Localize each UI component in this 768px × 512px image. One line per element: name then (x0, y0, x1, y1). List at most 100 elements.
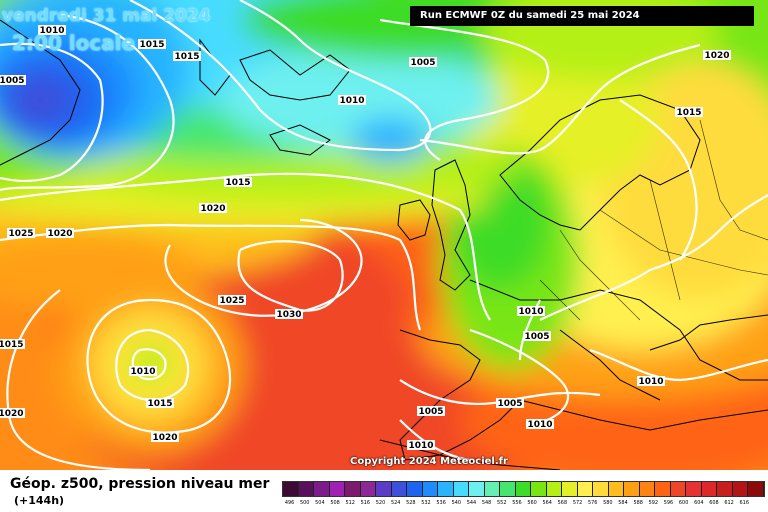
legend-value: 576 (587, 500, 598, 506)
isobar-label: 1010 (339, 96, 364, 106)
legend-value: 540 (451, 500, 462, 506)
map-title: Géop. z500, pression niveau mer (10, 476, 270, 492)
isobar-label: 1020 (47, 229, 72, 239)
legend-swatch (701, 482, 717, 496)
geopotential-field (0, 0, 768, 470)
model-run-label: Run ECMWF 0Z du samedi 25 mai 2024 (410, 6, 754, 26)
legend-swatch (717, 482, 733, 496)
legend-value: 496 (284, 500, 295, 506)
isobar-label: 1020 (152, 433, 177, 443)
legend-swatch (298, 482, 314, 496)
legend-value: 612 (724, 500, 734, 506)
legend-swatch (453, 482, 469, 496)
legend-value: 616 (739, 500, 749, 506)
legend-swatch (283, 482, 299, 496)
isobar-labels: 1005 1010 1015 1015 1005 1010 1020 1015 … (0, 25, 731, 451)
isobar-label: 1005 (410, 58, 435, 68)
legend-swatch (639, 482, 655, 496)
coastlines (0, 19, 768, 470)
legend-swatch (531, 482, 547, 496)
legend-swatch (748, 482, 764, 496)
legend-swatch (562, 482, 578, 496)
isobar-label: 1020 (0, 409, 24, 419)
legend-value: 592 (648, 500, 659, 506)
forecast-time: 2:00 locale (12, 31, 136, 55)
legend-value: 536 (436, 500, 446, 506)
legend-value: 568 (557, 500, 568, 506)
legend-value: 548 (481, 500, 492, 506)
legend-value: 596 (663, 500, 674, 506)
legend-swatch (546, 482, 562, 496)
legend-value: 532 (421, 500, 431, 506)
isobar-label: 1015 (174, 52, 199, 62)
legend-swatch (500, 482, 516, 496)
legend-value: 504 (315, 500, 325, 506)
legend-value: 544 (466, 500, 477, 506)
isobar-label: 1025 (219, 296, 244, 306)
isobar-label: 1025 (8, 229, 33, 239)
isobar-label: 1020 (200, 204, 225, 214)
legend-value: 556 (512, 500, 522, 506)
legend-value: 604 (694, 500, 704, 506)
isobar-label: 1010 (130, 367, 155, 377)
legend-value: 520 (375, 500, 386, 506)
legend-value: 516 (360, 500, 371, 506)
isobar-label: 1010 (518, 307, 543, 317)
legend-value: 600 (678, 500, 689, 506)
legend-swatch (438, 482, 454, 496)
legend-swatch (624, 482, 640, 496)
isobar-label: 1015 (147, 399, 172, 409)
legend-swatch (422, 482, 438, 496)
isobar-label: 1005 (497, 399, 522, 409)
legend-value: 584 (618, 500, 628, 506)
legend-value: 580 (603, 500, 613, 506)
legend-swatch (314, 482, 330, 496)
isobar-label: 1030 (276, 310, 301, 320)
legend-value: 500 (300, 500, 310, 506)
isobar-label: 1010 (638, 377, 663, 387)
legend-swatch (593, 482, 609, 496)
legend-swatch (670, 482, 686, 496)
legend-value: 560 (527, 500, 537, 506)
forecast-lead: (+144h) (14, 494, 65, 507)
legend-swatch (577, 482, 593, 496)
isobar-label: 1010 (408, 441, 433, 451)
legend-swatch (515, 482, 531, 496)
isobar-label: 1005 (524, 332, 549, 342)
legend-swatch (345, 482, 361, 496)
isobar-label: 1005 (418, 407, 443, 417)
isobar-label: 1015 (225, 178, 250, 188)
legend-value: 588 (633, 500, 643, 506)
legend-value: 564 (542, 500, 552, 506)
legend-swatch (469, 482, 485, 496)
legend-value: 508 (330, 500, 340, 506)
forecast-date: vendredi 31 mai 2024 (2, 6, 211, 26)
isobar-label: 1015 (676, 108, 701, 118)
legend-value: 512 (345, 500, 355, 506)
color-legend (282, 481, 765, 497)
isobar-label: 1020 (704, 51, 729, 61)
legend-value: 552 (497, 500, 507, 506)
legend-swatch (608, 482, 624, 496)
legend-swatch (484, 482, 500, 496)
legend-value: 608 (709, 500, 719, 506)
legend-swatch (391, 482, 407, 496)
color-legend-labels: 496 500 504 508 512 516 520 524 528 532 536 540 544 5… (282, 500, 752, 506)
legend-swatch (360, 482, 376, 496)
isobar-lines (0, 0, 768, 470)
isobar-label: 1015 (0, 340, 24, 350)
copyright: Copyright 2024 Meteociel.fr (350, 456, 508, 467)
legend-swatch (329, 482, 345, 496)
isobar-label: 1005 (0, 76, 25, 86)
map-canvas: 1005 1010 1015 1015 1005 1010 1020 1015 … (0, 0, 768, 470)
legend-swatch (732, 482, 748, 496)
isobar-label: 1010 (39, 26, 64, 36)
legend-value: 524 (390, 500, 401, 506)
legend-swatch (376, 482, 392, 496)
footer: Géop. z500, pression niveau mer (+144h) … (0, 470, 768, 512)
borders (539, 119, 768, 321)
legend-swatch (407, 482, 423, 496)
legend-swatch (686, 482, 702, 496)
legend-value: 572 (572, 500, 583, 506)
isobar-label: 1015 (139, 40, 164, 50)
